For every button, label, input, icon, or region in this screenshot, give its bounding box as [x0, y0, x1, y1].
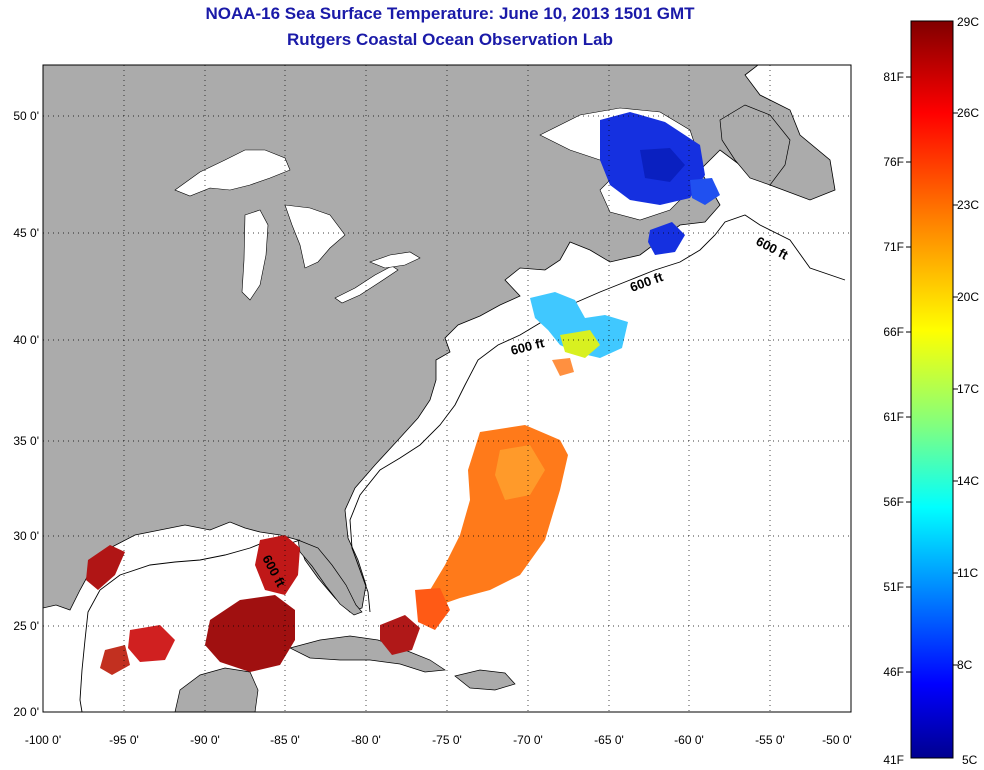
colorbar-fahrenheit-label: 46F [883, 665, 904, 679]
colorbar-fahrenheit-label: 71F [883, 240, 904, 254]
lon-tick-label: -55 0' [755, 733, 785, 747]
lake-superior [174, 149, 291, 197]
isobath-600ft-line [349, 214, 846, 613]
lon-tick-label: -100 0' [25, 733, 61, 747]
colorbar-celsius-label: 26C [957, 106, 979, 120]
lat-tick-label: 50 0' [13, 109, 39, 123]
sst-atlantic-orange [415, 425, 568, 630]
lon-tick-label: -80 0' [351, 733, 381, 747]
colorbar-celsius-label: 5C [962, 753, 978, 767]
colorbar-fahrenheit-label: 81F [883, 70, 904, 84]
colorbar-fahrenheit-label: 51F [883, 580, 904, 594]
lat-tick-label: 45 0' [13, 226, 39, 240]
colorbar-celsius-label: 23C [957, 198, 979, 212]
map-frame [42, 64, 852, 713]
colorbar-celsius-label: 14C [957, 474, 979, 488]
sst-midatlantic-cool [530, 292, 628, 376]
lon-tick-label: -70 0' [513, 733, 543, 747]
colorbar-fahrenheit-label: 41F [883, 753, 904, 767]
lake-ontario [369, 251, 421, 269]
lon-tick-label: -65 0' [594, 733, 624, 747]
colorbar-celsius-label: 29C [957, 15, 979, 29]
colorbar-celsius-label: 8C [957, 658, 973, 672]
lake-erie [334, 265, 399, 304]
colorbar-celsius-label: 11C [957, 566, 978, 580]
lat-tick-label: 25 0' [13, 619, 39, 633]
lake-huron [284, 204, 346, 269]
colorbar-fahrenheit-label: 76F [883, 155, 904, 169]
land-cuba [289, 635, 447, 673]
temperature-colorbar [910, 20, 954, 759]
colorbar-fahrenheit-label: 56F [883, 495, 904, 509]
land-newfoundland [719, 104, 791, 186]
sst-north-cold [600, 112, 720, 255]
land-yucatan [174, 667, 259, 712]
colorbar-celsius-label: 17C [957, 382, 979, 396]
map-subtitle: Rutgers Coastal Ocean Observation Lab [287, 30, 613, 49]
lon-tick-label: -90 0' [190, 733, 220, 747]
colorbar-fahrenheit-label: 66F [883, 325, 904, 339]
lat-tick-label: 20 0' [13, 705, 39, 719]
colorbar-celsius-label: 20C [957, 290, 979, 304]
lon-tick-label: -95 0' [109, 733, 139, 747]
sst-gulf-warm [86, 535, 420, 675]
lon-tick-label: -75 0' [432, 733, 462, 747]
lon-tick-label: -85 0' [270, 733, 300, 747]
land-hispaniola [454, 669, 516, 691]
map-title: NOAA-16 Sea Surface Temperature: June 10… [205, 4, 695, 23]
colorbar-fahrenheit-label: 61F [883, 410, 904, 424]
lat-tick-label: 35 0' [13, 434, 39, 448]
lon-tick-label: -60 0' [674, 733, 704, 747]
lat-tick-label: 40 0' [13, 333, 39, 347]
land-florida [297, 539, 363, 616]
lake-michigan [241, 209, 269, 301]
lat-tick-label: 30 0' [13, 529, 39, 543]
lon-tick-label: -50 0' [822, 733, 852, 747]
